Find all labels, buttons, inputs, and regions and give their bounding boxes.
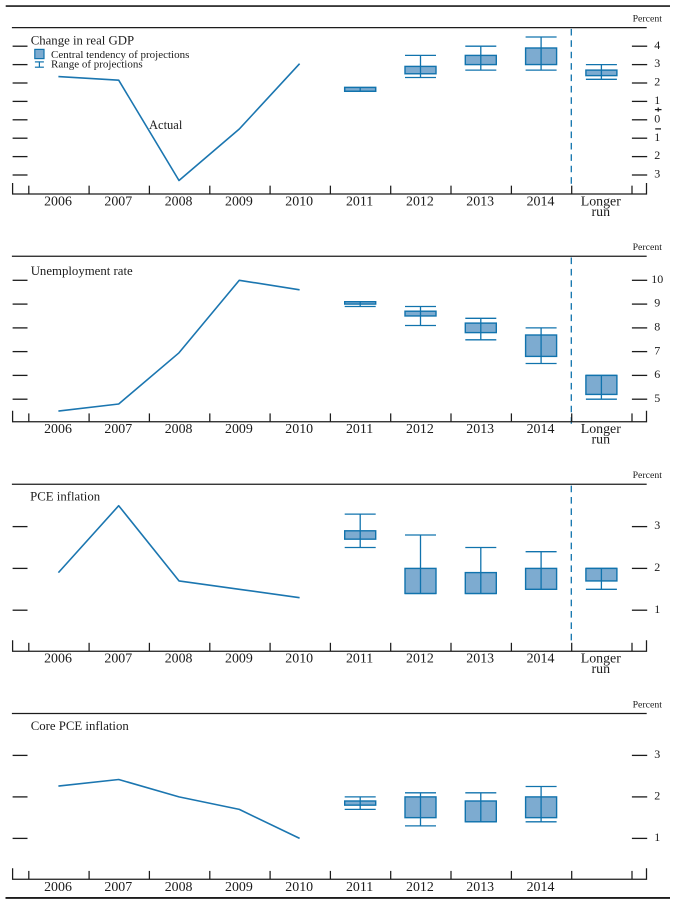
svg-text:6: 6 xyxy=(654,367,660,381)
svg-text:2010: 2010 xyxy=(285,880,313,895)
svg-text:2014: 2014 xyxy=(527,422,555,437)
svg-text:2007: 2007 xyxy=(104,195,132,210)
svg-text:run: run xyxy=(592,205,611,220)
svg-text:8: 8 xyxy=(654,320,660,334)
svg-text:2010: 2010 xyxy=(285,422,313,437)
svg-text:2009: 2009 xyxy=(225,195,253,210)
svg-text:2008: 2008 xyxy=(165,652,193,667)
svg-text:3: 3 xyxy=(654,518,660,532)
svg-text:Core PCE inflation: Core PCE inflation xyxy=(31,719,130,733)
svg-text:2012: 2012 xyxy=(406,880,434,895)
svg-text:2008: 2008 xyxy=(165,880,193,895)
svg-text:2011: 2011 xyxy=(346,195,373,210)
svg-text:10: 10 xyxy=(651,272,663,286)
svg-text:Percent: Percent xyxy=(633,699,663,710)
svg-text:3: 3 xyxy=(654,167,660,181)
svg-text:2014: 2014 xyxy=(527,880,555,895)
svg-text:2014: 2014 xyxy=(527,652,555,667)
svg-text:Percent: Percent xyxy=(633,242,663,253)
svg-text:2: 2 xyxy=(654,789,660,803)
svg-text:2: 2 xyxy=(654,560,660,574)
svg-text:2009: 2009 xyxy=(225,422,253,437)
svg-text:2009: 2009 xyxy=(225,652,253,667)
svg-text:Longer: Longer xyxy=(581,422,621,437)
svg-text:Unemployment rate: Unemployment rate xyxy=(31,264,133,278)
svg-text:2008: 2008 xyxy=(165,422,193,437)
svg-text:9: 9 xyxy=(654,296,660,310)
svg-text:2013: 2013 xyxy=(466,880,494,895)
svg-text:2011: 2011 xyxy=(346,880,373,895)
svg-text:PCE inflation: PCE inflation xyxy=(30,490,101,504)
svg-text:2012: 2012 xyxy=(406,652,434,667)
svg-text:2014: 2014 xyxy=(527,195,555,210)
svg-text:1: 1 xyxy=(654,93,660,107)
svg-text:2007: 2007 xyxy=(104,652,132,667)
svg-text:4: 4 xyxy=(654,38,660,52)
svg-text:run: run xyxy=(592,662,611,677)
svg-text:Change in real GDP: Change in real GDP xyxy=(31,34,134,48)
svg-text:2013: 2013 xyxy=(466,652,494,667)
svg-text:3: 3 xyxy=(654,747,660,761)
svg-text:3: 3 xyxy=(654,56,660,70)
svg-text:2006: 2006 xyxy=(44,422,72,437)
svg-text:2012: 2012 xyxy=(406,422,434,437)
svg-text:2006: 2006 xyxy=(44,652,72,667)
svg-text:2: 2 xyxy=(654,148,660,162)
svg-text:2011: 2011 xyxy=(346,652,373,667)
svg-text:1: 1 xyxy=(654,602,660,616)
svg-text:2007: 2007 xyxy=(104,880,132,895)
svg-text:run: run xyxy=(592,433,611,448)
svg-text:2010: 2010 xyxy=(285,195,313,210)
svg-text:Percent: Percent xyxy=(633,470,663,481)
svg-text:5: 5 xyxy=(654,391,660,405)
svg-text:2010: 2010 xyxy=(285,652,313,667)
svg-text:2007: 2007 xyxy=(104,422,132,437)
svg-text:Central tendency of projection: Central tendency of projections xyxy=(51,49,189,61)
svg-text:Longer: Longer xyxy=(581,652,621,667)
svg-text:2009: 2009 xyxy=(225,880,253,895)
svg-text:2006: 2006 xyxy=(44,880,72,895)
svg-text:2006: 2006 xyxy=(44,195,72,210)
svg-text:2012: 2012 xyxy=(406,195,434,210)
svg-text:Percent: Percent xyxy=(633,14,663,25)
svg-text:2013: 2013 xyxy=(466,195,494,210)
svg-text:2011: 2011 xyxy=(346,422,373,437)
svg-text:2013: 2013 xyxy=(466,422,494,437)
svg-text:1: 1 xyxy=(654,130,660,144)
svg-text:0: 0 xyxy=(654,112,660,126)
svg-text:2: 2 xyxy=(654,75,660,89)
svg-text:7: 7 xyxy=(654,343,660,357)
svg-text:2008: 2008 xyxy=(165,195,193,210)
svg-text:Longer: Longer xyxy=(581,194,621,209)
svg-text:Range of projections: Range of projections xyxy=(51,58,143,70)
svg-text:Actual: Actual xyxy=(149,118,183,132)
svg-text:1: 1 xyxy=(654,830,660,844)
